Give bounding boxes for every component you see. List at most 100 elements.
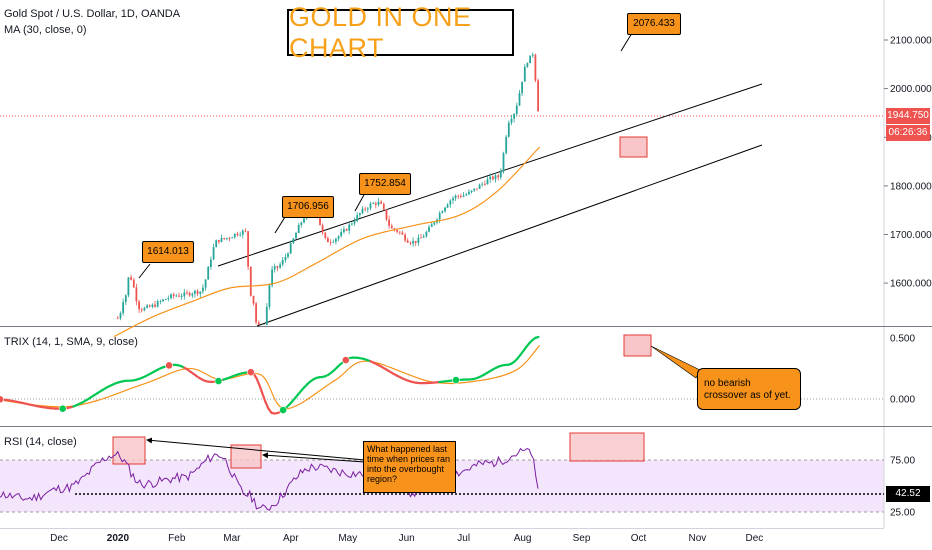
candle-body [199, 291, 202, 294]
candle-body [297, 225, 300, 233]
candle-body [279, 264, 281, 268]
price-axis-ticks: 1600.0001700.0001800.0001900.0002000.000… [884, 36, 932, 290]
candle-body [446, 204, 449, 208]
ma-indicator-title[interactable]: MA (30, close, 0) [4, 24, 87, 36]
time-tick-label[interactable]: Mar [223, 533, 241, 544]
candle-body [148, 305, 151, 307]
candle-body [369, 203, 372, 209]
candle-body [454, 195, 457, 199]
time-tick-label[interactable]: Feb [168, 533, 186, 544]
time-tick-label[interactable]: Dec [50, 533, 68, 544]
candle-body [202, 287, 204, 292]
candle-body [486, 179, 489, 185]
candle-body [428, 226, 430, 232]
time-tick-label[interactable]: May [338, 533, 357, 544]
candle-body [507, 122, 510, 137]
candle-body [151, 304, 154, 307]
candle-body [460, 195, 462, 197]
trix-crossover-dot [165, 361, 173, 370]
candle-body [188, 292, 191, 296]
candle-body [382, 203, 385, 210]
candle-body [337, 236, 340, 239]
candle-body [127, 277, 130, 296]
candle-body [531, 54, 534, 56]
candle-body [409, 242, 412, 244]
candle-body [534, 54, 537, 81]
callout-pointer-1 [138, 263, 151, 279]
trix-segment [258, 384, 264, 395]
trix-tick-label: 0.500 [890, 334, 915, 345]
candle-body [191, 293, 194, 296]
candle-body [303, 218, 305, 223]
trix-line [0, 335, 540, 415]
time-tick-label[interactable]: Apr [283, 533, 299, 544]
candle-body [420, 237, 422, 239]
time-tick-label[interactable]: Oct [631, 533, 647, 544]
candle-body [295, 233, 297, 239]
time-tick-label[interactable]: 2020 [107, 533, 130, 544]
candle-body [492, 176, 494, 180]
candle-body [164, 299, 167, 300]
candle-body [231, 237, 234, 239]
trix-crossover-dot [58, 404, 67, 413]
time-axis-ticks[interactable]: Dec 2020 Feb Mar Apr May Jun Jul Aug Sep Oct Nov Dec [50, 533, 763, 544]
callout-1706: 1706.956 [282, 196, 334, 218]
candle-body [497, 175, 500, 178]
candle-body [265, 306, 268, 325]
candle-body [366, 208, 369, 210]
symbol-title[interactable]: Gold Spot / U.S. Dollar, 1D, OANDA [4, 8, 181, 20]
candle-body [178, 295, 180, 297]
candle-body [194, 290, 196, 294]
time-tick-label[interactable]: Dec [746, 533, 764, 544]
rsi-arrow-2 [262, 452, 366, 463]
candle-body [130, 277, 132, 280]
candle-body [515, 105, 518, 114]
trix-segment [261, 392, 267, 403]
trix-note-pointer [650, 345, 701, 379]
candle-body [398, 231, 401, 233]
time-tick-label[interactable]: Aug [514, 533, 532, 544]
callout-pointer-3 [354, 192, 366, 212]
candle-body [343, 229, 345, 232]
rsi-note: What happened last time when prices ran … [363, 441, 456, 493]
candle-body [353, 221, 356, 224]
candle-body [505, 136, 508, 154]
candle-body [257, 322, 260, 325]
rsi-highlight-box-2 [230, 444, 262, 469]
candle-body [457, 195, 460, 197]
title-banner: GOLD IN ONE CHART [287, 2, 514, 63]
rsi-tick-label: 75.00 [890, 456, 915, 467]
price-tick-label: 1600.000 [890, 279, 932, 290]
rsi-indicator-title[interactable]: RSI (14, close) [4, 436, 77, 448]
candle-body [247, 231, 249, 267]
time-tick-label[interactable]: Jun [399, 533, 415, 544]
rsi-arrow-1 [146, 437, 366, 461]
candle-body [321, 225, 324, 233]
candle-body [345, 229, 348, 231]
time-tick-label[interactable]: Nov [689, 533, 707, 544]
candle-body [401, 232, 404, 235]
candle-body [276, 266, 279, 268]
candle-body [220, 238, 223, 242]
time-tick-label[interactable]: Jul [457, 533, 470, 544]
candle-body [489, 176, 492, 180]
candle-body [332, 241, 335, 243]
price-tick-label: 2100.000 [890, 36, 932, 47]
candle-body [430, 224, 433, 227]
candle-body [351, 223, 353, 225]
candle-body [255, 303, 257, 323]
candle-body [324, 232, 327, 238]
candle-body [116, 318, 119, 319]
candle-body [438, 213, 441, 220]
candle-body [143, 307, 146, 311]
candle-body [281, 260, 284, 265]
candle-body [468, 191, 470, 195]
candle-body [462, 195, 465, 197]
candle-body [228, 238, 231, 239]
trix-indicator-title[interactable]: TRIX (14, 1, SMA, 9, close) [4, 336, 138, 348]
time-tick-label[interactable]: Sep [573, 533, 591, 544]
rsi-axis-ticks: 25.00 75.00 [890, 456, 915, 519]
callout-1752: 1752.854 [359, 173, 411, 195]
candle-body [119, 313, 122, 319]
candle-body [186, 292, 188, 294]
